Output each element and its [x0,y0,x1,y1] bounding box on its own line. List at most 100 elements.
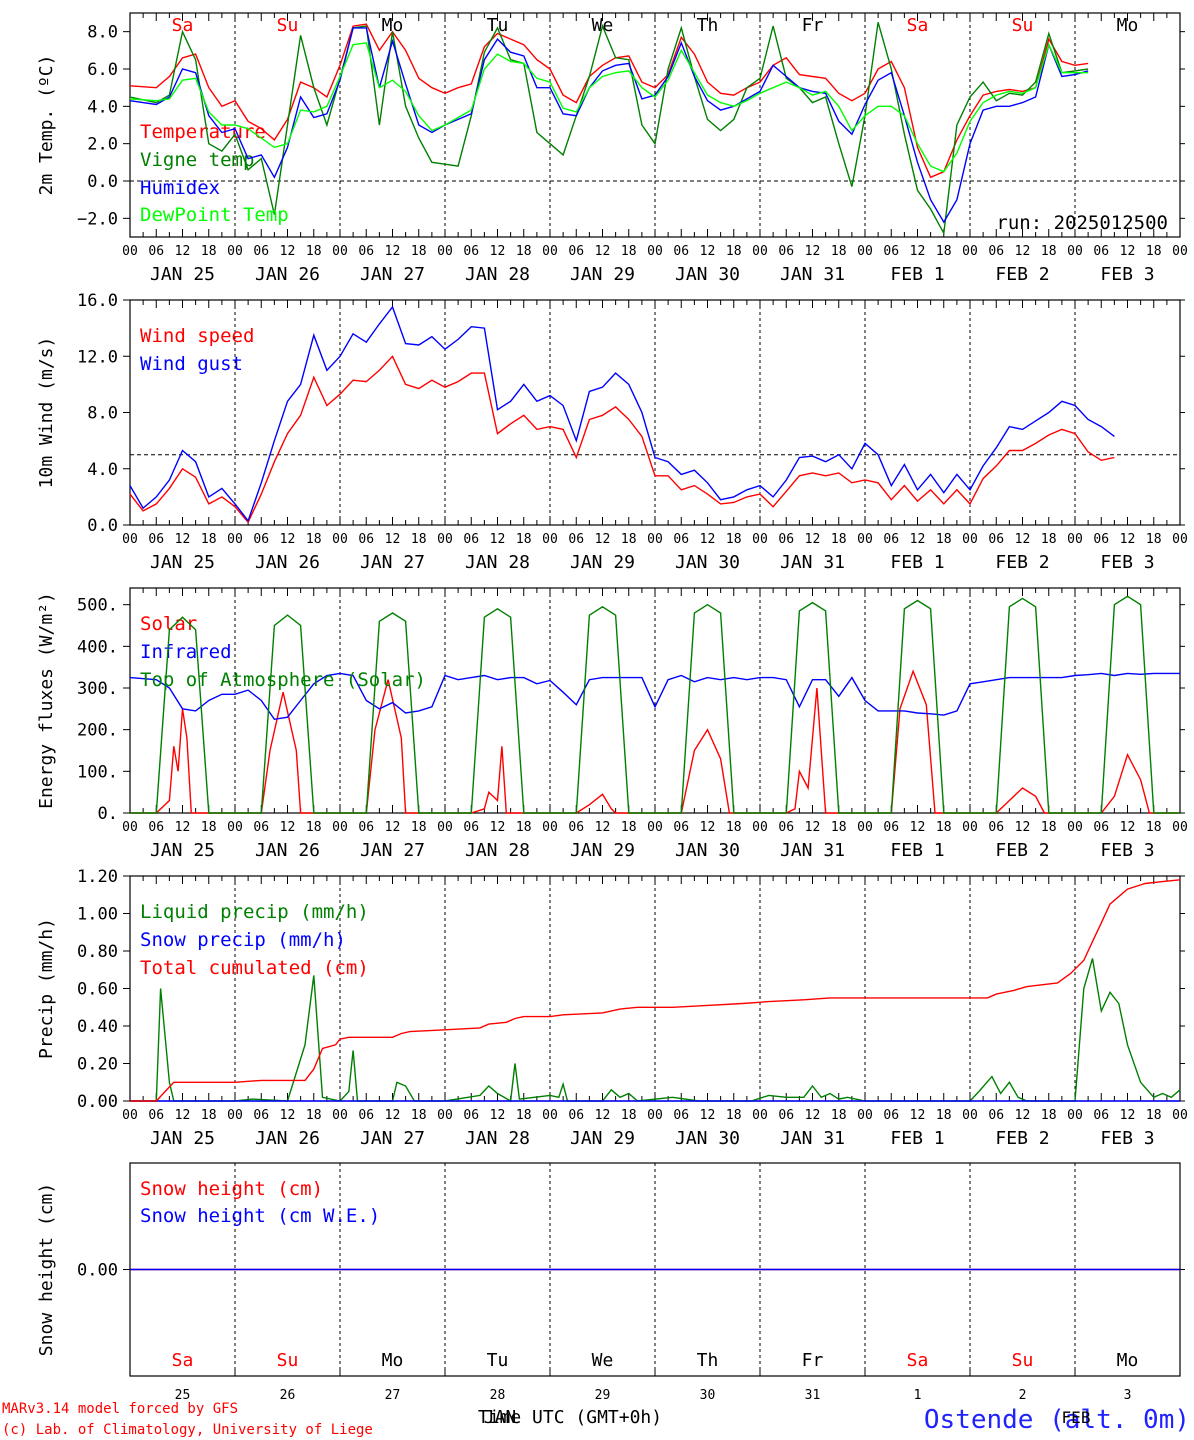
y-tick-label: 1.00 [77,905,118,925]
x-axis-title: Time UTC (GMT+0h) [478,1407,662,1428]
day-name: Tu [487,15,509,36]
hour-label: 12 [1015,820,1031,835]
series-line-dewpoint-temp [129,42,1089,173]
hour-label: 00 [1172,820,1188,835]
day-number: 1 [914,1388,922,1403]
hour-label: 12 [1120,244,1136,259]
day-name-bottom: Th [697,1350,719,1371]
hour-label: 12 [175,244,191,259]
hour-label: 18 [411,532,427,547]
hour-label: 18 [726,1108,742,1123]
series-line-solar [130,669,1180,814]
panel-4: 0.00 0.20 0.40 0.60 0.80 1.00 1.20 Precip (mm/h… [36,867,1188,1149]
panel-2: 0.0 4.0 8.0 12.0 16.0 10m Wind (m/s) Wind spee… [36,291,1188,573]
hour-label: 18 [411,820,427,835]
hour-label: 00 [227,1108,243,1123]
hour-label: 00 [227,820,243,835]
hour-label: 06 [358,244,374,259]
hour-label: 00 [437,532,453,547]
legend-entry: Snow height (cm) [140,1178,323,1200]
hour-label: 12 [910,820,926,835]
hour-label: 12 [595,532,611,547]
date-label: JAN 29 [570,840,635,861]
hour-label: 06 [568,1108,584,1123]
hour-label: 12 [1015,532,1031,547]
hour-label: 12 [490,532,506,547]
date-label: JAN 30 [675,552,740,573]
hour-label: 12 [700,244,716,259]
hour-label: 06 [1093,1108,1109,1123]
day-number: 29 [595,1388,611,1403]
date-label: FEB 2 [995,264,1049,285]
series-line-wind-gust [129,305,1115,523]
date-label: JAN 28 [465,840,530,861]
hour-label: 12 [490,244,506,259]
date-label: JAN 26 [255,1128,320,1149]
date-label: JAN 25 [150,552,215,573]
y-tick-label: 200. [77,721,118,741]
hour-label: 12 [1120,1108,1136,1123]
hour-label: 18 [201,1108,217,1123]
hour-label: 06 [883,1108,899,1123]
date-label: JAN 27 [360,264,425,285]
hour-label: 00 [857,1108,873,1123]
y-tick-label: 2.0 [87,135,118,155]
hour-label: 18 [831,244,847,259]
station-name: Ostende (alt. 0m) [924,1405,1190,1435]
hour-label: 06 [358,532,374,547]
hour-label: 00 [332,1108,348,1123]
hour-label: 12 [175,820,191,835]
hour-label: 18 [621,244,637,259]
hour-label: 06 [883,532,899,547]
month-overlay-feb: FEB [1062,1408,1091,1427]
y-axis-label: 2m Temp. (ºC) [36,55,57,196]
hour-label: 06 [673,532,689,547]
hour-label: 18 [831,1108,847,1123]
hour-label: 18 [621,532,637,547]
hour-label: 06 [463,532,479,547]
y-tick-label: 0. [98,804,118,824]
y-tick-label: 0.80 [77,942,118,962]
hour-label: 12 [385,1108,401,1123]
hour-label: 00 [227,532,243,547]
y-tick-label: 400. [77,637,118,657]
hour-label: 00 [1067,532,1083,547]
hour-label: 06 [253,532,269,547]
hour-label: 06 [568,244,584,259]
hour-label: 00 [542,1108,558,1123]
day-name-bottom: Mo [382,1350,404,1371]
date-label: FEB 1 [890,1128,944,1149]
hour-label: 00 [542,244,558,259]
footer-credit-2: (c) Lab. of Climatology, University of L… [2,1422,373,1438]
hour-label: 18 [516,1108,532,1123]
hour-label: 06 [463,820,479,835]
hour-label: 12 [595,820,611,835]
hour-label: 18 [726,244,742,259]
hour-label: 00 [1067,1108,1083,1123]
hour-label: 00 [437,244,453,259]
legend-entry: Liquid precip (mm/h) [140,901,369,923]
hour-label: 00 [1172,1108,1188,1123]
y-tick-label: 1.20 [77,867,118,887]
hour-label: 00 [647,244,663,259]
hour-label: 18 [411,244,427,259]
hour-label: 00 [962,1108,978,1123]
date-label: JAN 29 [570,1128,635,1149]
hour-label: 06 [1093,532,1109,547]
hour-label: 00 [227,244,243,259]
y-tick-label: 0.20 [77,1055,118,1075]
date-label: JAN 30 [675,1128,740,1149]
y-tick-label: 12.0 [77,347,118,367]
day-name: Su [1012,15,1034,36]
y-tick-label: 16.0 [77,291,118,311]
hour-label: 18 [516,820,532,835]
hour-label: 12 [910,1108,926,1123]
hour-label: 18 [1146,244,1162,259]
hour-label: 18 [1146,820,1162,835]
hour-label: 00 [647,1108,663,1123]
panel-1: −2.0 0.0 2.0 4.0 6.0 8.0 2m Temp. (ºC) Temperat… [36,12,1188,285]
day-name-bottom: We [592,1350,614,1371]
legend-entry: Vigne temp [140,149,254,171]
hour-label: 18 [1041,820,1057,835]
date-label: FEB 3 [1100,552,1154,573]
